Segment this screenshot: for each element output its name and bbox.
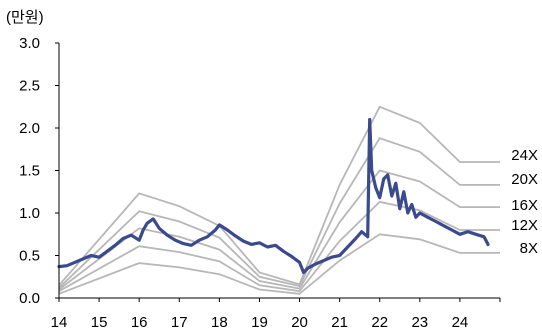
x-tick-label: 17: [171, 314, 188, 331]
band-label-12x: 12X: [511, 217, 538, 234]
y-tick-label: 0.5: [19, 248, 40, 265]
y-tick-label: 1.0: [19, 205, 40, 222]
x-tick-label: 22: [371, 314, 388, 331]
x-tick-label: 16: [131, 314, 148, 331]
band-label-20x: 20X: [511, 171, 538, 188]
y-tick-label: 2.5: [19, 78, 40, 95]
y-tick-label: 3.0: [19, 35, 40, 52]
band-line-20x: [58, 137, 500, 289]
x-tick-label: 23: [411, 314, 428, 331]
x-tick-label: 18: [211, 314, 228, 331]
band-label-8x: 8X: [520, 240, 538, 257]
y-tick-label: 0.0: [19, 290, 40, 307]
x-tick-label: 19: [251, 314, 268, 331]
band-line-24x: [58, 105, 500, 286]
band-line-8x: [58, 233, 500, 295]
band-line-16x: [58, 169, 500, 291]
y-tick-label: 1.5: [19, 163, 40, 180]
x-tick-label: 14: [51, 314, 68, 331]
x-tick-label: 24: [452, 314, 469, 331]
y-tick-label: 2.0: [19, 120, 40, 137]
x-tick-label: 15: [91, 314, 108, 331]
x-tick-label: 20: [291, 314, 308, 331]
price-line: [57, 117, 490, 275]
band-label-24x: 24X: [511, 147, 538, 164]
band-label-16x: 16X: [511, 197, 538, 214]
y-unit-label: (만원): [6, 9, 44, 26]
band-line-12x: [58, 200, 500, 293]
x-tick-label: 21: [331, 314, 348, 331]
